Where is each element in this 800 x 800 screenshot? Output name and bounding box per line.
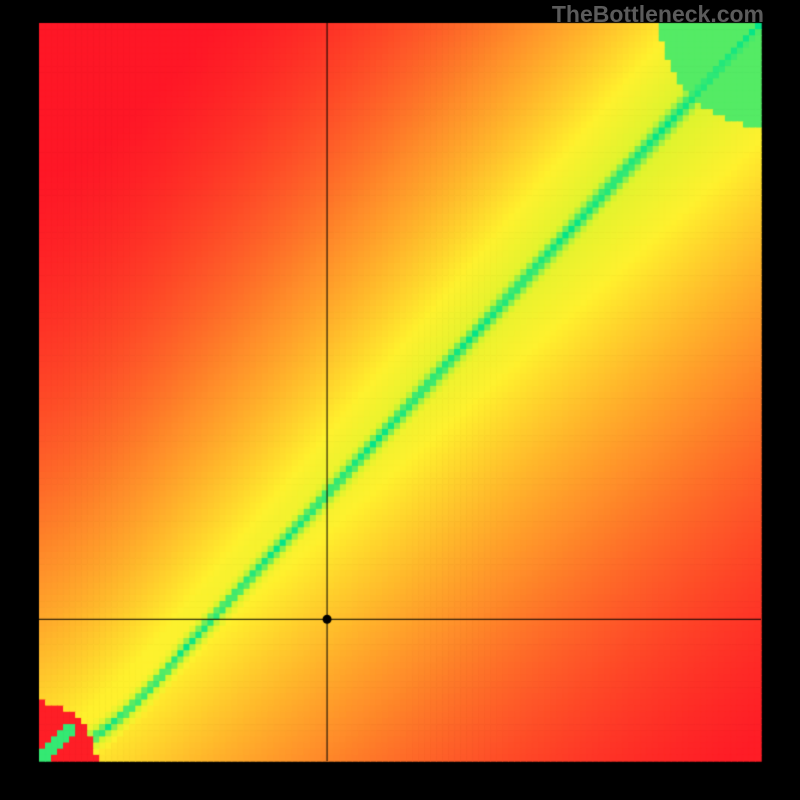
watermark-label: TheBottleneck.com: [552, 1, 764, 28]
chart-container: TheBottleneck.com: [0, 0, 800, 800]
heatmap-canvas: [0, 0, 800, 800]
